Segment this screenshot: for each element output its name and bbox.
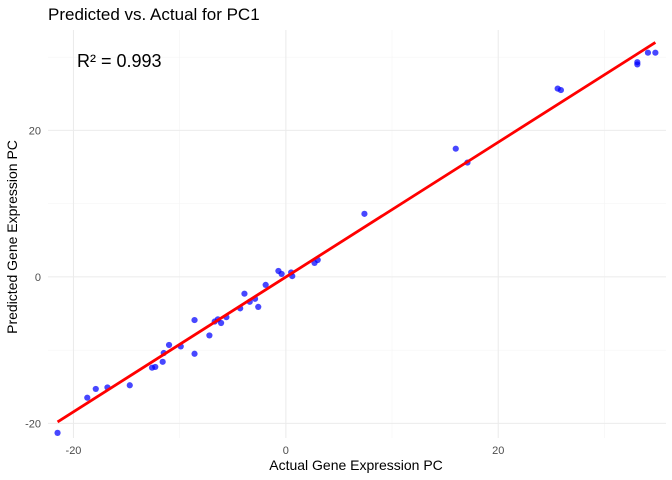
- data-point: [152, 363, 159, 371]
- data-point: [54, 429, 61, 436]
- data-point: [165, 341, 173, 349]
- data-point: [217, 319, 225, 327]
- data-point: [652, 49, 659, 56]
- data-point: [278, 270, 285, 278]
- chart-title: Predicted vs. Actual for PC1: [48, 5, 260, 24]
- data-point: [92, 385, 99, 393]
- data-point: [159, 358, 166, 365]
- minor-gridlines: [48, 30, 666, 438]
- data-point: [557, 86, 564, 94]
- data-point: [644, 49, 652, 56]
- x-axis-title: Actual Gene Expression PC: [269, 457, 443, 473]
- data-point: [634, 59, 641, 66]
- data-points: [54, 49, 659, 436]
- data-point: [255, 303, 262, 310]
- r-squared-annotation: R² = 0.993: [77, 51, 162, 71]
- data-point: [452, 145, 459, 152]
- data-point: [126, 382, 133, 389]
- data-point: [241, 290, 248, 297]
- data-point: [84, 394, 91, 401]
- data-point: [191, 316, 198, 324]
- y-tick-label: 0: [35, 272, 41, 284]
- x-tick-label: -20: [66, 445, 82, 457]
- y-tick-label: 20: [29, 125, 41, 137]
- data-point: [361, 210, 368, 217]
- data-point: [191, 350, 198, 357]
- major-gridlines: [48, 30, 666, 438]
- y-axis-title: Predicted Gene Expression PC: [4, 140, 20, 334]
- x-tick-label: 0: [283, 445, 289, 457]
- regression-line-group: [56, 41, 657, 424]
- data-point: [206, 332, 213, 339]
- y-tick-label: -20: [25, 418, 41, 430]
- x-tick-label: 20: [492, 445, 504, 457]
- data-point: [262, 281, 269, 289]
- x-tick-labels: -20 0 20: [66, 445, 505, 457]
- y-tick-labels: -20 0 20: [25, 125, 41, 430]
- regression-line: [56, 41, 657, 424]
